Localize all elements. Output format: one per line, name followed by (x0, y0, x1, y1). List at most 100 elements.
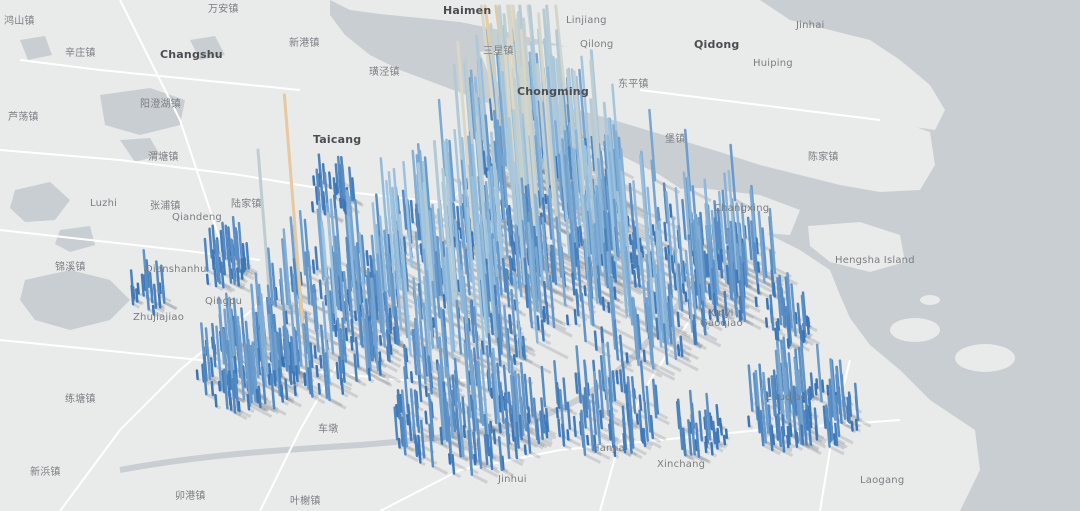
density-bar-1248 (513, 271, 523, 359)
bar-shadow-1370 (343, 380, 353, 387)
density-bar-191 (348, 166, 354, 202)
density-bar-1512 (540, 365, 547, 408)
density-bar-1703 (539, 410, 544, 440)
density-bar-1412 (599, 354, 606, 392)
density-bar-727 (205, 273, 210, 285)
density-bar-154 (491, 163, 496, 187)
density-bar-1344 (315, 364, 319, 378)
density-bar-786 (700, 244, 707, 293)
bar-shadow-1234 (681, 354, 690, 361)
bar-shadow-1816 (491, 467, 500, 474)
bar-shadow-1294 (621, 364, 634, 373)
density-bar-1033 (721, 309, 726, 326)
density-bar-1178 (358, 311, 364, 348)
density-bar-1334 (378, 360, 382, 376)
density-bar-1267 (642, 349, 647, 362)
density-bar-1613 (635, 413, 640, 425)
density-bar-808 (434, 251, 441, 296)
bar-shadow-1696 (452, 435, 478, 452)
density-bar-1295 (211, 338, 217, 368)
density-bar-1616 (476, 360, 485, 426)
map-label-4: Qilong (580, 39, 614, 50)
density-bar-578 (631, 240, 636, 269)
bar-shadow-1128 (584, 339, 603, 351)
density-bar-704 (620, 170, 632, 283)
density-bar-1139 (469, 300, 476, 344)
density-bar-435 (638, 237, 643, 253)
density-bar-1548 (630, 375, 637, 414)
density-bar-1153 (667, 301, 673, 345)
density-bar-1360 (367, 367, 372, 382)
bar-shadow-1775 (771, 448, 781, 456)
density-bar-1804 (504, 417, 511, 460)
density-bar-1625 (461, 396, 467, 428)
bar-shadow-1815 (480, 466, 499, 478)
density-bar-1800 (457, 433, 462, 458)
density-bar-1329 (256, 347, 261, 376)
density-bar-555 (429, 207, 437, 266)
density-bar-1747 (800, 424, 805, 446)
density-bar-1074 (328, 290, 335, 332)
density-bar-144 (317, 153, 323, 184)
density-bar-1772 (678, 416, 684, 451)
density-bar-826 (772, 282, 777, 298)
density-bar-884 (542, 280, 548, 305)
density-bar-1441 (826, 384, 830, 397)
density-bar-1683 (788, 422, 793, 438)
density-bar-864 (684, 291, 688, 303)
density-bar-1098 (701, 300, 707, 336)
density-bar-1041 (654, 223, 666, 327)
density-bar-723 (440, 268, 445, 285)
density-bar-1481 (765, 391, 769, 403)
bar-shadow-1800 (460, 454, 469, 462)
bar-shadow-1821 (471, 473, 488, 484)
density-bar-1715 (774, 415, 780, 441)
density-bar-1010 (740, 274, 747, 322)
density-bar-1293 (281, 356, 286, 368)
density-bar-226 (319, 178, 325, 211)
density-bar-1023 (794, 311, 798, 325)
map-label-16: 张浦镇 (150, 201, 181, 212)
density-bar-1792 (687, 419, 693, 456)
density-bar-1720 (442, 397, 449, 442)
density-bar-194 (351, 177, 356, 202)
density-bar-391 (578, 225, 583, 247)
density-bar-987 (688, 239, 697, 318)
density-bar-196 (536, 12, 555, 203)
density-bar-1714 (827, 395, 834, 441)
density-bar-1447 (767, 377, 772, 397)
density-bar-1536 (237, 400, 241, 413)
density-bar-902 (558, 231, 567, 307)
bar-shadow-1689 (519, 435, 544, 450)
density-bar-1365 (353, 353, 358, 382)
density-bar-362 (663, 221, 668, 242)
density-bar-1002 (738, 295, 743, 321)
density-bar-798 (710, 209, 720, 295)
density-bar-232 (310, 201, 315, 213)
density-bar-1589 (469, 349, 478, 422)
density-bar-1311 (365, 314, 372, 372)
density-bar-1268 (404, 348, 409, 363)
density-bar-440 (219, 229, 224, 254)
density-bar-801 (136, 282, 140, 295)
density-bar-1547 (231, 377, 237, 414)
density-bar-1688 (479, 348, 490, 438)
density-bar-1378 (419, 320, 427, 385)
density-bar-622 (670, 255, 675, 274)
map-label-31: Laogang (860, 475, 905, 486)
bar-shadow-638 (304, 272, 328, 287)
density-bar-538 (416, 173, 426, 265)
density-bar-444 (354, 198, 361, 254)
density-bar-1451 (308, 360, 314, 398)
density-bar-1621 (747, 415, 751, 428)
density-bar-1686 (509, 374, 518, 438)
density-bar-1197 (593, 330, 598, 351)
density-bar-1028 (573, 308, 578, 326)
density-bar-316 (456, 40, 475, 234)
density-bar-1482 (249, 344, 257, 403)
density-bar-1052 (780, 287, 786, 328)
density-bar-393 (506, 207, 512, 247)
density-bar-1661 (510, 413, 515, 434)
density-bar-634 (630, 263, 635, 275)
